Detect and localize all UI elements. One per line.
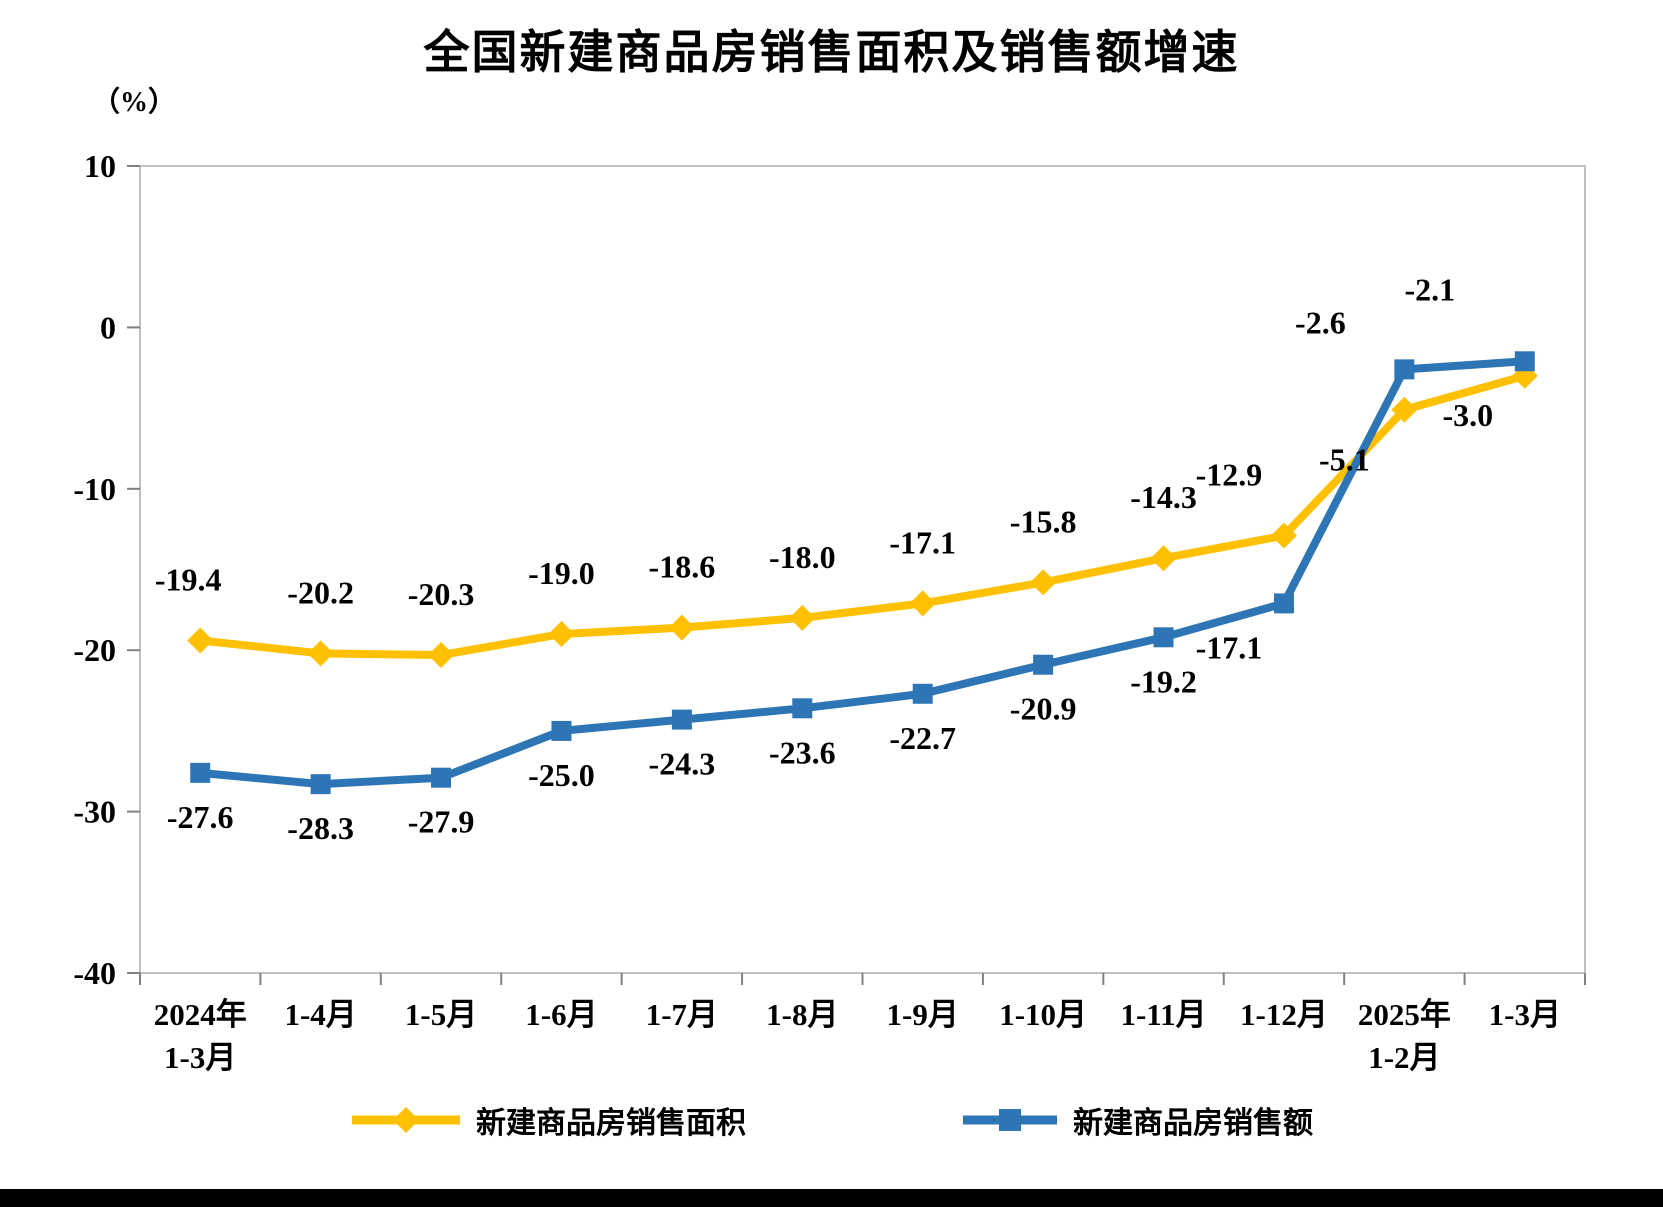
svg-text:-27.9: -27.9 bbox=[408, 804, 475, 840]
svg-text:1-9月: 1-9月 bbox=[887, 997, 959, 1032]
svg-text:-19.4: -19.4 bbox=[155, 562, 222, 598]
svg-text:1-7月: 1-7月 bbox=[646, 997, 718, 1032]
line-chart: 10 0 -10 -20 -30 -40 2024年 1-3月 1-4月 1-5月 1-6月 1-7月… bbox=[73, 148, 1586, 1075]
svg-text:-17.1: -17.1 bbox=[889, 524, 956, 560]
legend-diamond-marker-icon bbox=[352, 1107, 460, 1133]
svg-text:1-3月: 1-3月 bbox=[1489, 997, 1561, 1032]
svg-text:10: 10 bbox=[84, 148, 116, 184]
svg-text:-18.0: -18.0 bbox=[769, 539, 836, 575]
svg-text:1-2月: 1-2月 bbox=[1368, 1040, 1440, 1075]
svg-text:-24.3: -24.3 bbox=[649, 746, 716, 782]
svg-text:-20: -20 bbox=[73, 632, 116, 668]
legend-label-sales-amount: 新建商品房销售额 bbox=[1073, 1107, 1313, 1140]
svg-text:-10: -10 bbox=[73, 471, 116, 507]
y-axis-unit-label: （%） bbox=[92, 87, 177, 118]
legend-item-sales-amount: 新建商品房销售额 bbox=[961, 1098, 1313, 1142]
svg-text:1-6月: 1-6月 bbox=[525, 997, 597, 1032]
svg-text:-5.1: -5.1 bbox=[1319, 442, 1370, 478]
svg-text:-22.7: -22.7 bbox=[889, 720, 956, 756]
svg-text:-20.9: -20.9 bbox=[1010, 691, 1077, 727]
svg-text:0: 0 bbox=[100, 309, 116, 345]
svg-text:1-12月: 1-12月 bbox=[1240, 997, 1328, 1032]
legend-item-sales-area: 新建商品房销售面积 bbox=[350, 1098, 746, 1142]
svg-text:-2.6: -2.6 bbox=[1295, 304, 1346, 340]
svg-text:-27.6: -27.6 bbox=[167, 799, 234, 835]
bottom-black-bar bbox=[0, 1189, 1663, 1207]
svg-text:2024年: 2024年 bbox=[154, 997, 247, 1032]
svg-text:-15.8: -15.8 bbox=[1010, 503, 1077, 539]
svg-text:-19.2: -19.2 bbox=[1130, 663, 1197, 699]
svg-text:-17.1: -17.1 bbox=[1196, 629, 1263, 665]
svg-text:1-8月: 1-8月 bbox=[766, 997, 838, 1032]
svg-text:1-4月: 1-4月 bbox=[284, 997, 356, 1032]
svg-text:-3.0: -3.0 bbox=[1442, 397, 1493, 433]
svg-text:1-11月: 1-11月 bbox=[1120, 997, 1206, 1032]
svg-text:2025年: 2025年 bbox=[1358, 997, 1451, 1032]
svg-text:-23.6: -23.6 bbox=[769, 734, 836, 770]
svg-text:1-5月: 1-5月 bbox=[405, 997, 477, 1032]
svg-text:-40: -40 bbox=[73, 955, 116, 991]
legend: 新建商品房销售面积 新建商品房销售额 bbox=[0, 1098, 1663, 1142]
svg-text:-20.3: -20.3 bbox=[408, 576, 475, 612]
legend-label-sales-area: 新建商品房销售面积 bbox=[476, 1107, 746, 1140]
svg-text:1-10月: 1-10月 bbox=[999, 997, 1087, 1032]
svg-text:-20.2: -20.2 bbox=[287, 574, 354, 610]
svg-text:-25.0: -25.0 bbox=[528, 757, 595, 793]
svg-text:-19.0: -19.0 bbox=[528, 555, 595, 591]
svg-text:-12.9: -12.9 bbox=[1196, 457, 1263, 493]
svg-text:1-3月: 1-3月 bbox=[164, 1040, 236, 1075]
svg-text:-28.3: -28.3 bbox=[287, 810, 354, 846]
svg-text:-30: -30 bbox=[73, 794, 116, 830]
svg-text:-18.6: -18.6 bbox=[649, 549, 716, 585]
svg-text:-14.3: -14.3 bbox=[1130, 479, 1197, 515]
legend-square-marker-icon bbox=[963, 1109, 1057, 1131]
svg-text:-2.1: -2.1 bbox=[1404, 271, 1455, 307]
chart-title: 全国新建商品房销售面积及销售额增速 bbox=[423, 26, 1240, 78]
